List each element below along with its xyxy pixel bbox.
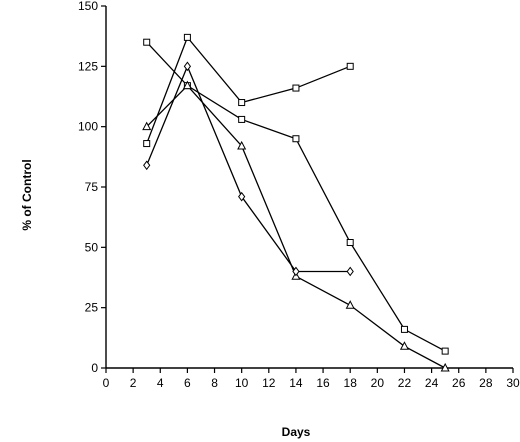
y-tick-label: 125	[78, 59, 98, 73]
x-tick-label: 24	[425, 376, 439, 390]
data-point-square	[143, 38, 151, 46]
data-point-square	[292, 84, 300, 92]
series-line-3	[146, 84, 446, 369]
data-point-triangle	[399, 341, 409, 350]
x-tick-label: 26	[452, 376, 466, 390]
data-point-triangle	[345, 300, 355, 309]
x-tick-label: 18	[344, 376, 358, 390]
x-tick-label: 16	[316, 376, 330, 390]
data-series	[142, 33, 450, 372]
x-tick-label: 4	[157, 376, 164, 390]
y-tick-label: 0	[91, 361, 98, 375]
data-point-diamond	[183, 61, 192, 72]
data-point-square	[292, 135, 300, 143]
y-tick-label: 75	[85, 180, 99, 194]
data-point-square	[346, 62, 354, 70]
data-point-diamond	[346, 266, 354, 277]
x-ticks: 0 2 4 6 8 10 12 14 16 18 20 22 24 26 28 30	[103, 368, 520, 390]
x-tick-label: 0	[103, 376, 110, 390]
x-tick-label: 30	[506, 376, 520, 390]
data-point-triangle	[142, 121, 152, 131]
y-tick-label: 150	[78, 0, 98, 13]
data-point-square	[346, 239, 354, 247]
x-tick-label: 22	[398, 376, 412, 390]
data-point-diamond	[143, 160, 151, 171]
x-tick-label: 10	[235, 376, 249, 390]
x-tick-label: 2	[130, 376, 137, 390]
data-point-square	[238, 115, 246, 123]
chart-axes	[105, 6, 513, 369]
data-point-square	[400, 325, 408, 333]
x-tick-label: 12	[262, 376, 276, 390]
data-point-diamond	[292, 266, 300, 277]
y-axis-title: % of Control	[20, 159, 34, 230]
x-tick-label: 8	[211, 376, 218, 390]
x-tick-label: 14	[289, 376, 303, 390]
data-point-triangle	[440, 362, 450, 372]
data-point-square	[143, 140, 151, 148]
y-ticks: 0 25 50 75 100 125 150	[78, 0, 106, 375]
data-point-square	[238, 99, 246, 107]
x-tick-label: 20	[371, 376, 385, 390]
data-point-square	[441, 347, 449, 355]
y-tick-label: 50	[85, 240, 99, 254]
y-tick-label: 25	[85, 301, 99, 315]
series-line-4	[146, 64, 351, 273]
x-tick-label: 28	[479, 376, 493, 390]
data-point-triangle	[237, 140, 247, 150]
x-axis-title: Days	[282, 425, 311, 439]
data-point-square	[183, 33, 191, 41]
data-point-triangle	[182, 80, 192, 90]
data-point-diamond	[238, 191, 246, 202]
x-tick-label: 6	[184, 376, 191, 390]
y-tick-label: 100	[78, 120, 98, 134]
